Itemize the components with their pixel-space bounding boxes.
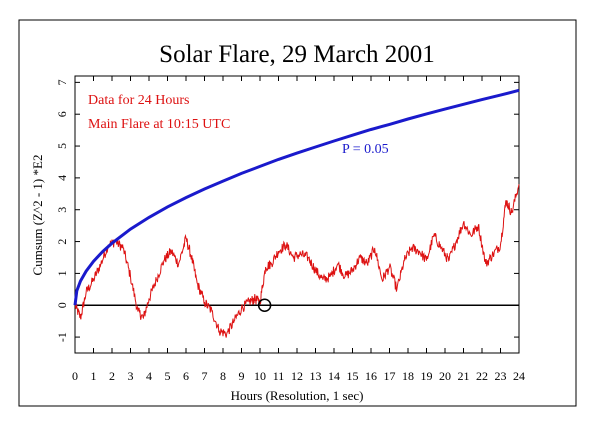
y-axis-label: Cumsum (Z^2 - 1) *E2 (30, 155, 45, 276)
x-tick-label-4: 4 (146, 369, 152, 383)
x-tick-label-11: 11 (273, 369, 285, 383)
annotation-main-flare: Main Flare at 10:15 UTC (88, 117, 230, 132)
x-tick-label-10: 10 (254, 369, 266, 383)
y-tick-labels: -1 0 1 2 3 4 5 6 7 (55, 79, 69, 342)
x-tick-label-5: 5 (165, 369, 171, 383)
x-tick-label-7: 7 (202, 369, 208, 383)
x-tick-label-24: 24 (513, 369, 525, 383)
y-tick-label-5: 5 (55, 143, 69, 149)
y-tick-label-1: 1 (55, 270, 69, 276)
y-tick-label-6: 6 (55, 111, 69, 117)
annotation-data-24h: Data for 24 Hours (88, 93, 189, 108)
x-tick-label-12: 12 (291, 369, 303, 383)
x-tick-label-8: 8 (220, 369, 226, 383)
y-tick-label-4: 4 (55, 175, 69, 181)
annotation-p-value: P = 0.05 (342, 142, 389, 157)
x-tick-label-3: 3 (128, 369, 134, 383)
x-tick-label-13: 13 (310, 369, 322, 383)
series-line-cumsum (74, 184, 520, 338)
x-tick-label-17: 17 (384, 369, 396, 383)
x-tick-label-1: 1 (91, 369, 97, 383)
y-tick-label-2: 2 (55, 239, 69, 245)
x-tick-label-6: 6 (183, 369, 189, 383)
x-tick-label-23: 23 (495, 369, 507, 383)
figure-frame (18, 19, 577, 407)
x-tick-label-19: 19 (421, 369, 433, 383)
flare-marker (257, 298, 272, 312)
x-tick-label-18: 18 (402, 369, 414, 383)
x-tick-label-22: 22 (476, 369, 488, 383)
x-tick-label-20: 20 (439, 369, 451, 383)
x-tick-label-16: 16 (365, 369, 377, 383)
x-tick-label-9: 9 (239, 369, 245, 383)
y-tick-label-0: 0 (55, 302, 69, 308)
x-tick-label-0: 0 (72, 369, 78, 383)
x-axis-label: Hours (Resolution, 1 sec) (231, 388, 364, 403)
x-tick-labels: 0 1 2 3 4 5 6 7 8 9 10 11 12 13 14 15 16 17 18 19 20 21 22 23 24 (72, 369, 525, 383)
series-line-p005 (73, 88, 520, 306)
y-tick-label--1: -1 (55, 332, 69, 342)
chart-title: Solar Flare, 29 March 2001 (159, 41, 435, 68)
x-tick-label-15: 15 (347, 369, 359, 383)
axis-ticks (74, 76, 520, 353)
y-tick-label-7: 7 (55, 79, 69, 85)
y-tick-label-3: 3 (55, 207, 69, 213)
x-tick-label-2: 2 (109, 369, 115, 383)
x-tick-label-21: 21 (458, 369, 470, 383)
x-tick-label-14: 14 (328, 369, 340, 383)
